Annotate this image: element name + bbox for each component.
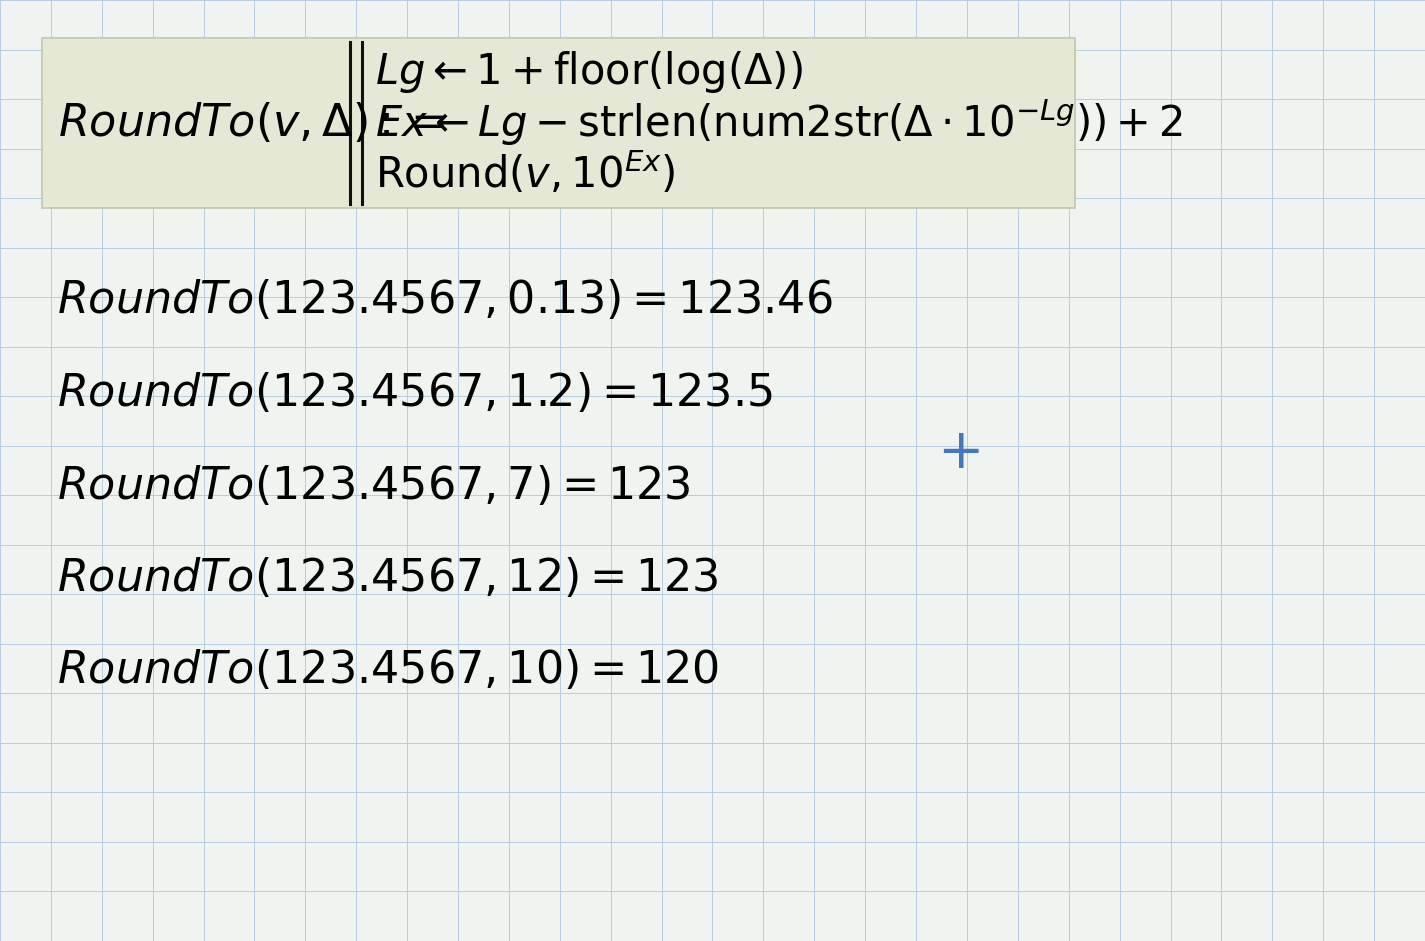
FancyBboxPatch shape [41, 38, 1074, 208]
Text: $\mathit{RoundTo}(123.4567, 0.13) = 123.46$: $\mathit{RoundTo}(123.4567, 0.13) = 123.… [57, 278, 832, 322]
Text: $\mathit{RoundTo}(123.4567, 1.2) = 123.5$: $\mathit{RoundTo}(123.4567, 1.2) = 123.5… [57, 371, 772, 415]
Text: $Ex \leftarrow Lg - \mathrm{strlen}(\mathrm{num2str}(\Delta \cdot 10^{-Lg})) + 2: $Ex \leftarrow Lg - \mathrm{strlen}(\mat… [375, 98, 1183, 149]
Text: $\mathrm{Round}(v, 10^{Ex})$: $\mathrm{Round}(v, 10^{Ex})$ [375, 151, 675, 198]
Text: $\mathit{RoundTo}(123.4567, 10) = 120$: $\mathit{RoundTo}(123.4567, 10) = 120$ [57, 648, 720, 692]
Text: $\mathit{RoundTo}(123.4567, 7) = 123$: $\mathit{RoundTo}(123.4567, 7) = 123$ [57, 464, 690, 508]
Text: $\mathit{RoundTo}(123.4567, 12) = 123$: $\mathit{RoundTo}(123.4567, 12) = 123$ [57, 556, 718, 600]
Text: $\mathit{RoundTo}(v,\Delta):=$: $\mathit{RoundTo}(v,\Delta):=$ [58, 101, 445, 145]
Text: $Lg \leftarrow 1 + \mathrm{floor}(\log(\Delta))$: $Lg \leftarrow 1 + \mathrm{floor}(\log(\… [375, 49, 802, 95]
Text: +: + [936, 426, 983, 480]
